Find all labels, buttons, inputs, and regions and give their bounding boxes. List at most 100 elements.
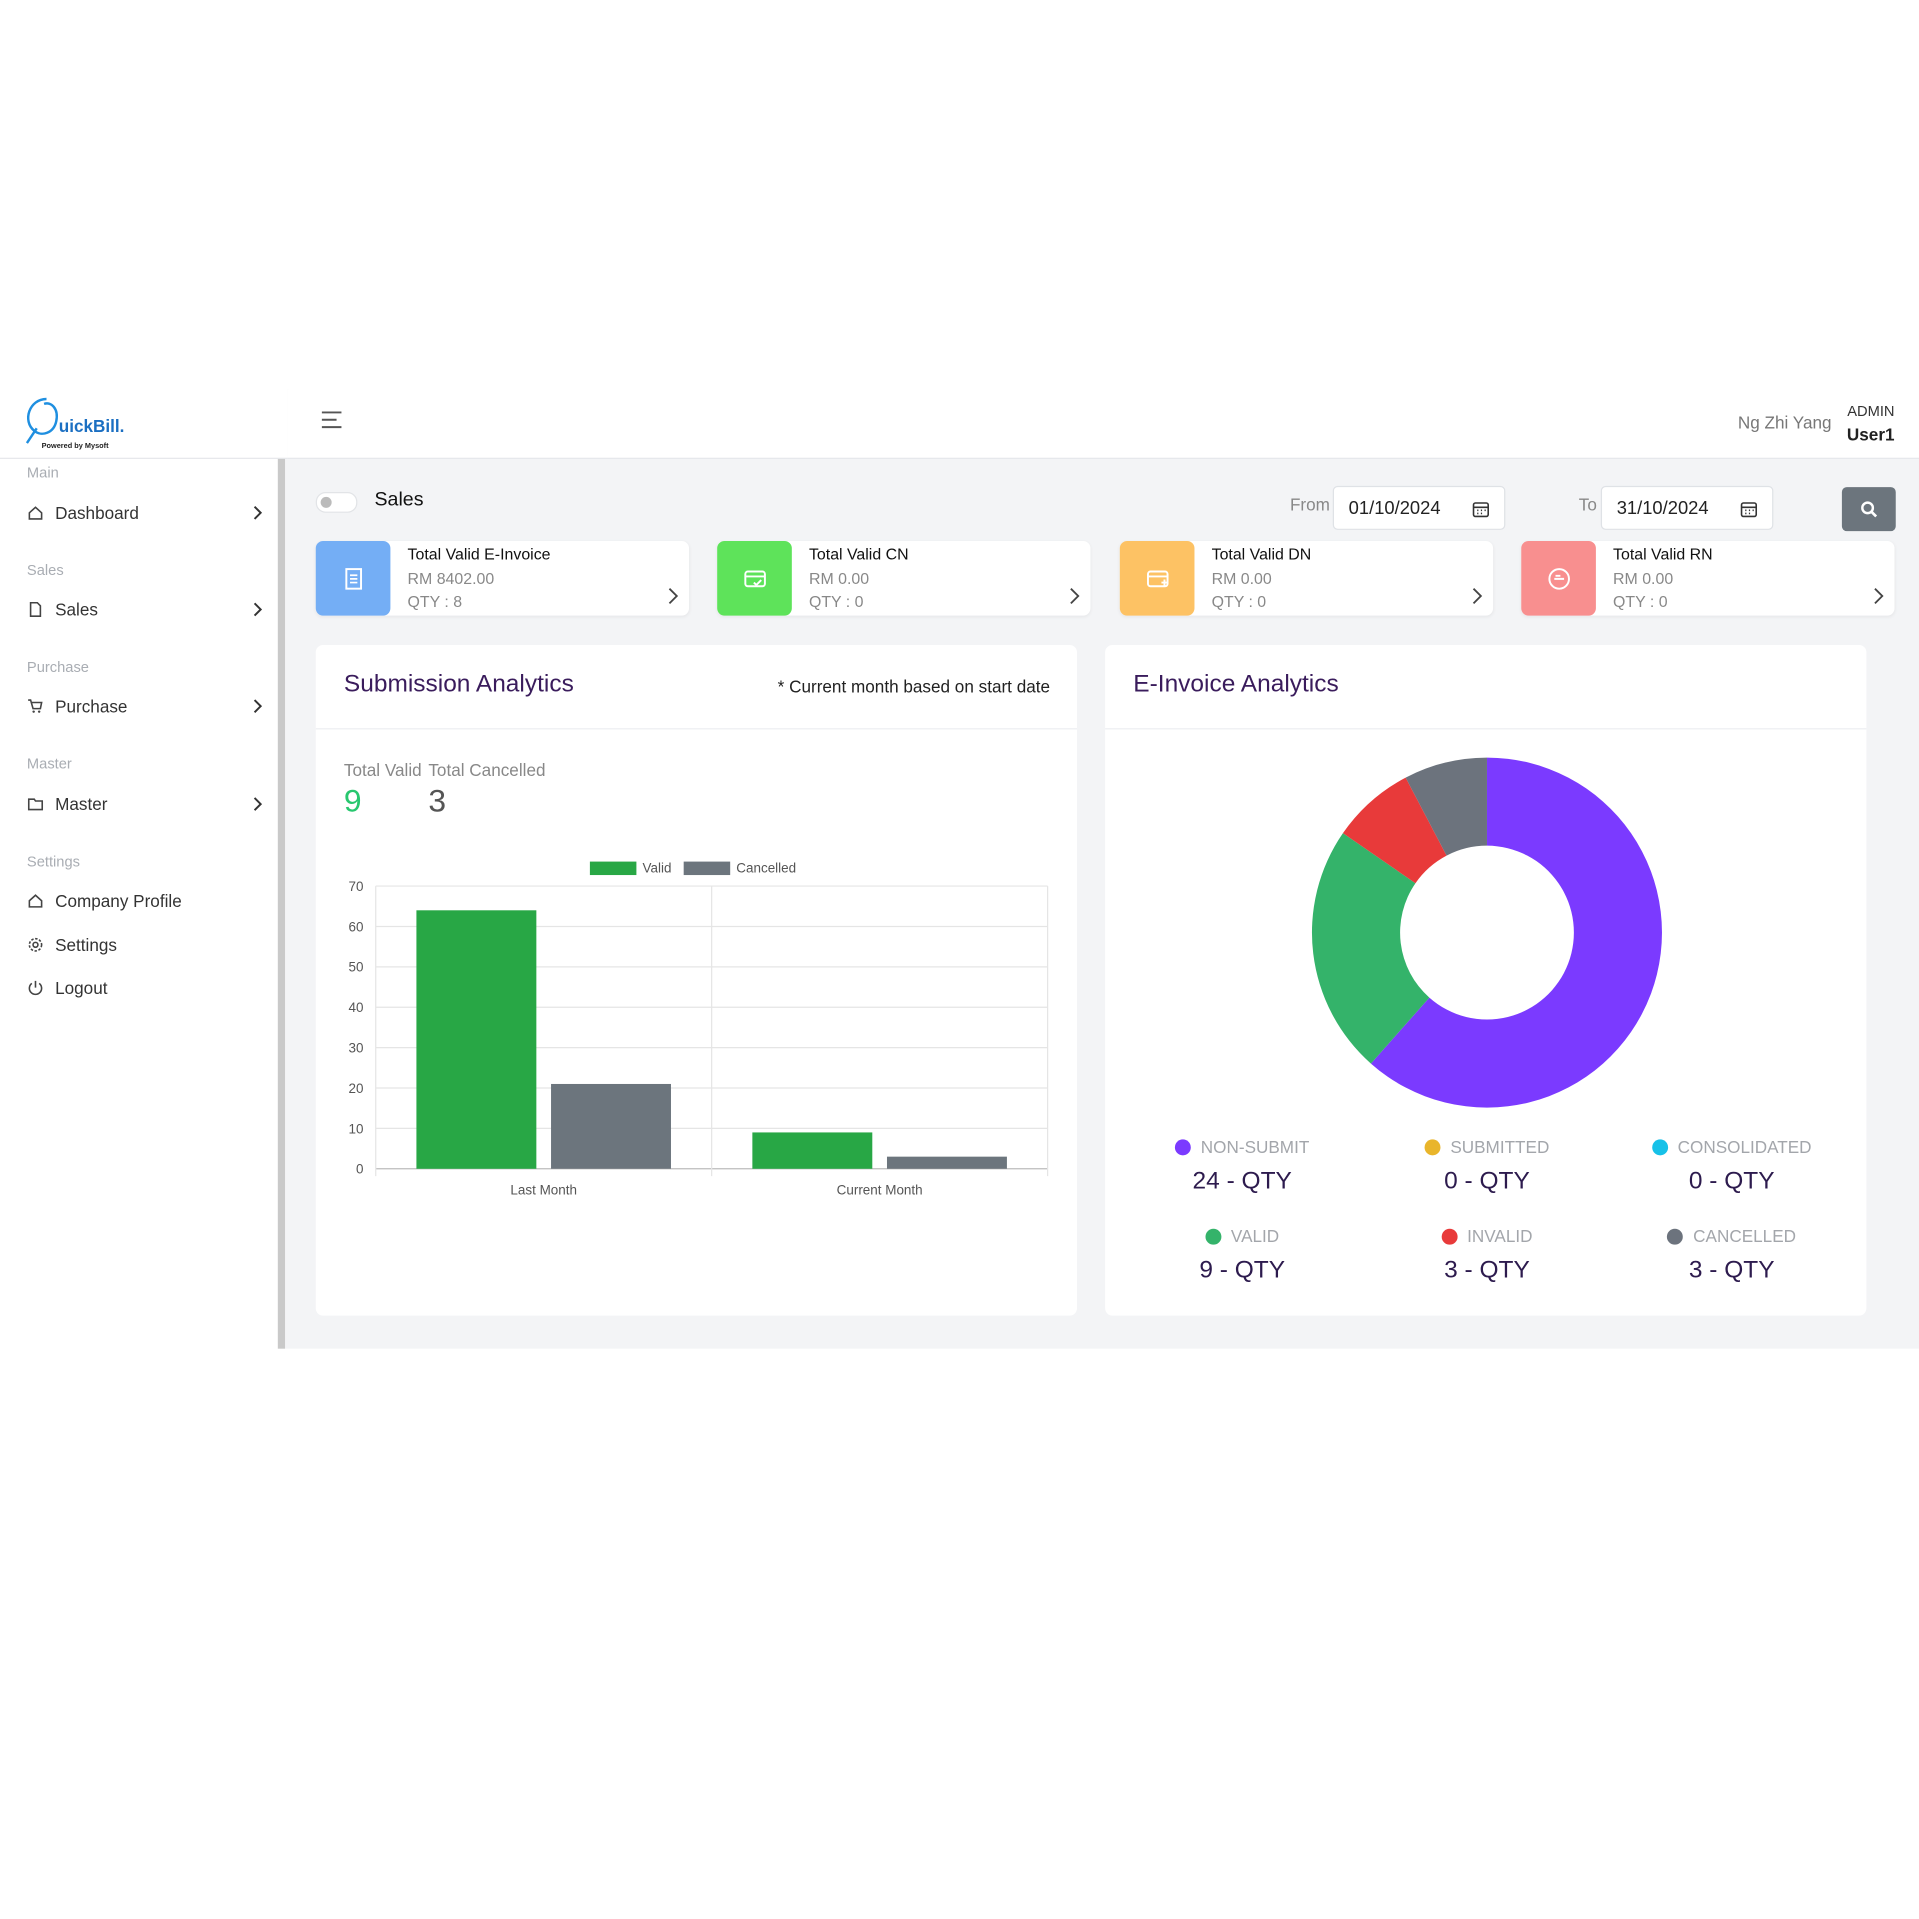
nav-label: Master (55, 794, 108, 814)
legend-dot (1667, 1228, 1684, 1245)
to-date[interactable]: 31/10/2024 (1600, 485, 1774, 530)
legend-value: 0 - QTY (1688, 1167, 1775, 1195)
legend-dot (1175, 1139, 1191, 1156)
chevron (1471, 587, 1483, 610)
divider (315, 728, 1077, 730)
toggle[interactable] (315, 491, 358, 513)
card-icon (1119, 540, 1195, 616)
chevron (253, 699, 263, 713)
legend-name: CONSOLIDATED (1609, 1137, 1854, 1157)
legend-name: VALID (1120, 1226, 1365, 1246)
summary-card[interactable]: Total Valid DN RM 0.00 QTY : 0 (1119, 540, 1494, 616)
section-title: Master (26, 755, 72, 773)
toggle-knob (320, 496, 332, 508)
search-icon (1861, 501, 1878, 518)
legend-dot (1651, 1139, 1668, 1156)
summary-card[interactable]: Total Valid RN RM 0.00 QTY : 0 (1521, 540, 1895, 616)
panel-title: E-Invoice Analytics (1133, 670, 1339, 698)
date-text: 01/10/2024 (1348, 498, 1441, 519)
divider (1105, 728, 1867, 730)
card-amount: RM 0.00 (1211, 569, 1272, 588)
nav-item[interactable]: Settings (27, 931, 269, 958)
total-label: Total Cancelled (428, 760, 546, 780)
card-qty: QTY : 0 (808, 592, 864, 611)
icon (1146, 569, 1168, 587)
legend-item: CANCELLED 3 - QTY (1609, 1226, 1854, 1285)
total-value: 9 (343, 782, 362, 819)
legend-label: CANCELLED (1693, 1226, 1797, 1246)
calendar-icon (1472, 502, 1489, 518)
mode-label: Sales (374, 489, 424, 511)
nav-item[interactable]: Sales (27, 596, 269, 623)
user-role: ADMIN (1847, 402, 1895, 420)
icon (29, 601, 42, 618)
legend-value: 24 - QTY (1192, 1167, 1292, 1195)
nav-item[interactable]: Company Profile (27, 887, 269, 914)
card-amount: RM 0.00 (1613, 569, 1674, 588)
summary-card[interactable]: Total Valid E-Invoice RM 8402.00 QTY : 8 (315, 540, 690, 616)
icon (28, 699, 43, 713)
chevron (1068, 587, 1080, 610)
legend-item: INVALID 3 - QTY (1365, 1226, 1610, 1285)
legend-item: CONSOLIDATED 0 - QTY (1609, 1137, 1854, 1196)
legend-value: 3 - QTY (1444, 1256, 1530, 1284)
icon (344, 567, 362, 590)
menu-toggle[interactable] (321, 410, 343, 430)
panel-note: * Current month based on start date (777, 676, 1051, 697)
section-title: Settings (26, 853, 80, 871)
legend-name: CANCELLED (1609, 1226, 1854, 1246)
legend-name: INVALID (1365, 1226, 1610, 1246)
icon (27, 798, 44, 811)
logo-area: uickBill. Powered by Mysoft (0, 389, 289, 459)
to-label: To (1578, 494, 1597, 515)
nav-label: Sales (55, 599, 98, 620)
legend-item: VALID 9 - QTY (1120, 1226, 1365, 1285)
scrollbar (277, 458, 286, 1349)
legend-item: NON-SUBMIT 24 - QTY (1120, 1137, 1365, 1196)
submission-panel: Submission Analytics * Current month bas… (315, 644, 1077, 1316)
card-icon (717, 540, 792, 616)
card-title: Total Valid RN (1613, 544, 1713, 563)
icon (28, 980, 43, 996)
from-date[interactable]: 01/10/2024 (1332, 485, 1506, 530)
einvoice-panel: E-Invoice Analytics (1105, 644, 1867, 1316)
nav-item[interactable]: Logout (27, 974, 269, 1001)
legend-label: SUBMITTED (1450, 1136, 1550, 1157)
icon (1547, 567, 1570, 590)
nav-item[interactable]: Purchase (27, 693, 269, 720)
chevron (253, 602, 263, 617)
legend-value: 0 - QTY (1444, 1167, 1530, 1195)
icon (28, 937, 43, 952)
calendar-icon (1740, 502, 1758, 518)
legend-dot (1424, 1139, 1441, 1156)
chevron (667, 587, 679, 610)
panel-title: Submission Analytics (343, 670, 574, 698)
nav-item[interactable]: Master (27, 791, 269, 818)
chevron-icon (1070, 588, 1080, 605)
card-qty: QTY : 0 (1613, 592, 1668, 611)
logo-sub: Powered by Mysoft (41, 443, 109, 451)
chevron-icon (1472, 588, 1483, 605)
user-name: Ng Zhi Yang (1737, 412, 1832, 433)
legend-name: SUBMITTED (1365, 1137, 1610, 1157)
legend-label: CONSOLIDATED (1677, 1136, 1812, 1157)
nav-label: Logout (55, 977, 108, 998)
nav-label: Settings (55, 935, 117, 955)
card-qty: QTY : 8 (407, 592, 463, 611)
legend-dot (1441, 1228, 1458, 1245)
search-button[interactable] (1841, 487, 1896, 532)
total-value: 3 (428, 782, 447, 819)
card-amount: RM 8402.00 (407, 569, 495, 588)
nav-item[interactable]: Dashboard (27, 499, 269, 526)
summary-card[interactable]: Total Valid CN RM 0.00 QTY : 0 (717, 540, 1091, 616)
card-icon (315, 540, 391, 616)
icon (28, 894, 43, 908)
icon (28, 506, 43, 520)
chevron (253, 505, 263, 520)
legend-label: VALID (1230, 1226, 1280, 1246)
nav-label: Company Profile (55, 890, 182, 911)
chevron (253, 797, 263, 811)
section-title: Main (26, 463, 59, 481)
